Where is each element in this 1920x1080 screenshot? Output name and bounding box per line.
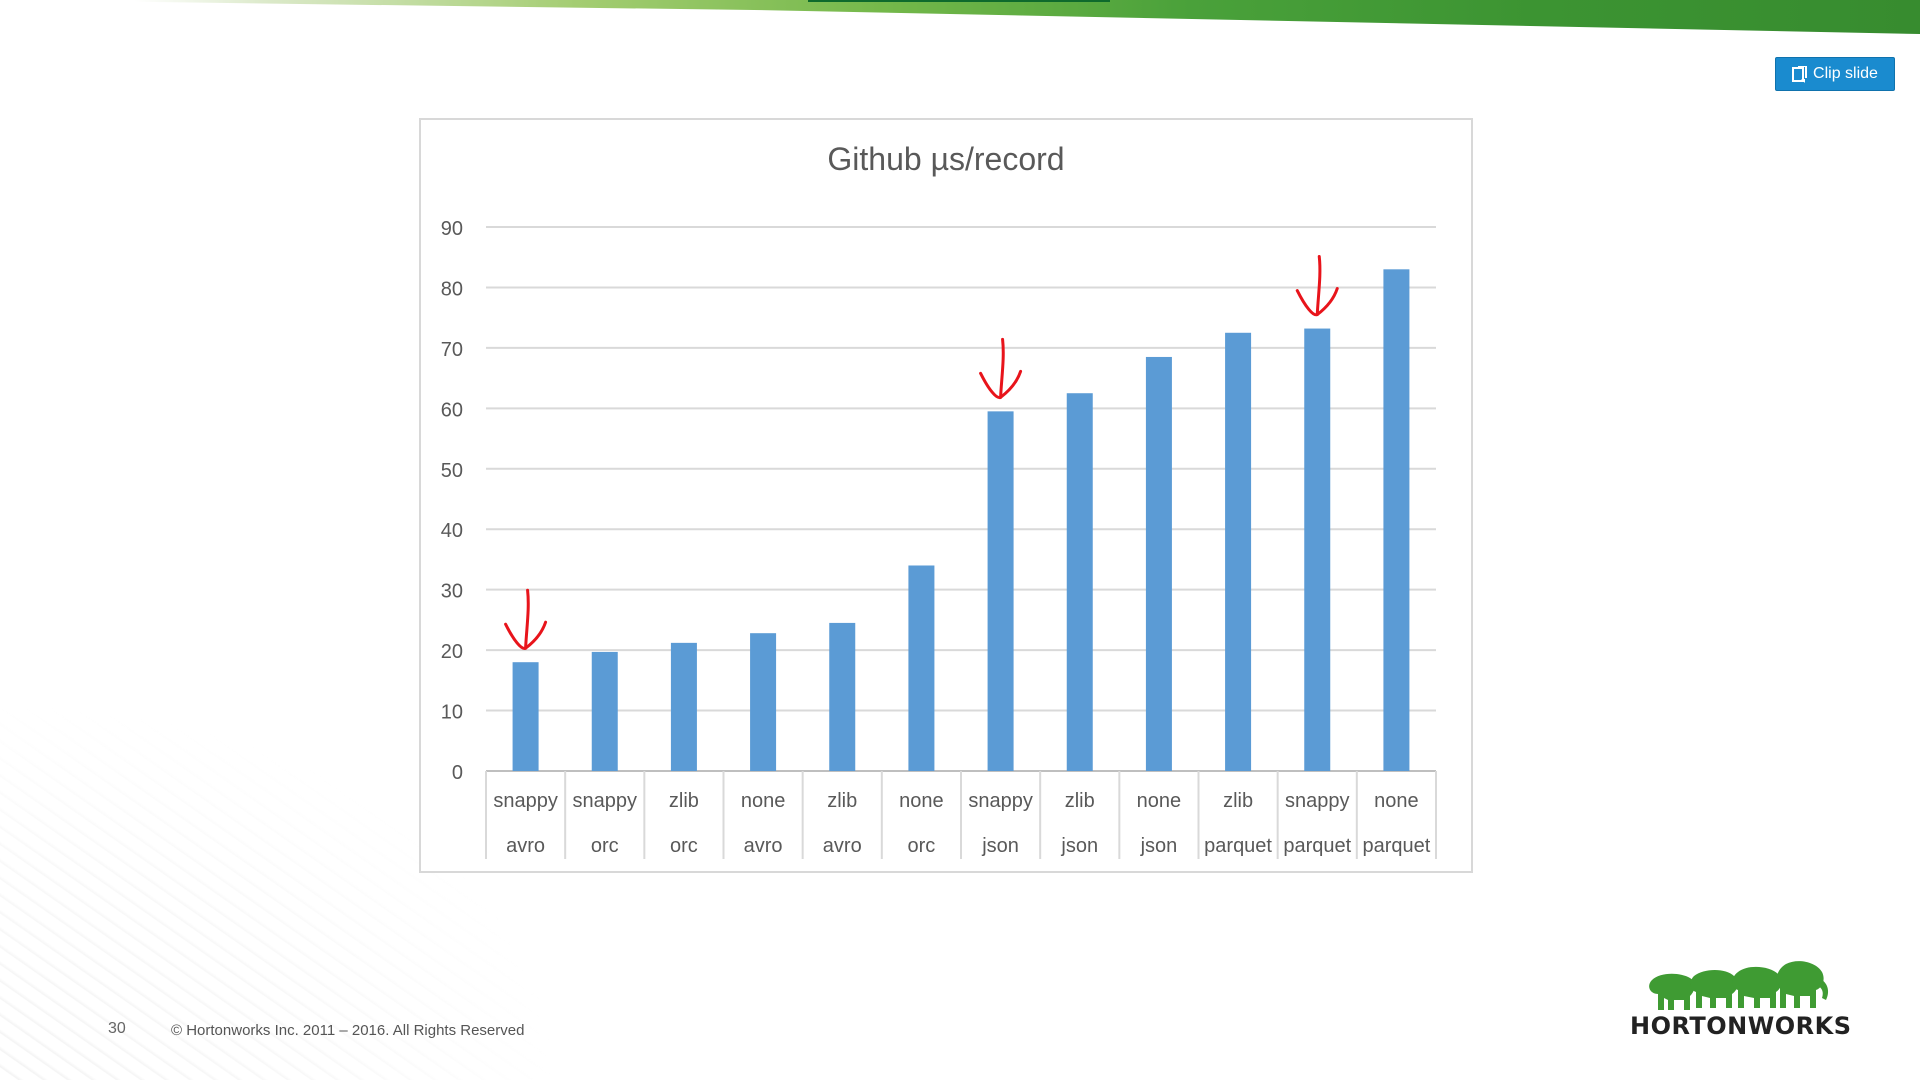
y-tick-label: 20: [441, 641, 463, 663]
bar: [1145, 356, 1172, 771]
x-tick-label-line2: avro: [506, 835, 545, 857]
bar: [908, 565, 935, 771]
bar: [670, 642, 697, 771]
x-tick-label-line1: snappy: [1285, 790, 1350, 812]
chart-frame: Github µs/record 0 10 20 30 40 50 60 70 80 90 snapp…: [419, 118, 1473, 873]
bar: [750, 633, 777, 771]
bar: [591, 651, 618, 771]
x-tick-label-line1: zlib: [1065, 790, 1095, 812]
page-number: 30: [108, 1020, 126, 1037]
x-tick-label-line2: parquet: [1283, 835, 1351, 857]
x-tick-label-line2: avro: [744, 835, 783, 857]
hortonworks-elephants-logo: [1649, 961, 1829, 1010]
bar: [987, 411, 1014, 771]
header-green-band: [0, 0, 1920, 34]
y-tick-label: 70: [441, 339, 463, 361]
x-tick-label-line1: none: [741, 790, 786, 812]
chart-title: Github µs/record: [827, 141, 1064, 177]
x-tick-label-line2: parquet: [1362, 835, 1430, 857]
clip-slide-icon: [1792, 65, 1808, 83]
x-tick-label-line2: json: [981, 835, 1019, 857]
x-tick-label-line1: none: [1374, 790, 1419, 812]
x-tick-label-line2: json: [1060, 835, 1098, 857]
bar: [1225, 332, 1252, 771]
bar-chart: Github µs/record 0 10 20 30 40 50 60 70 80 90 snapp…: [441, 141, 1437, 859]
y-tick-label: 80: [441, 278, 463, 300]
annotation-arrow: [504, 588, 548, 650]
hortonworks-logo: HORTONWORKS: [1630, 958, 1852, 1040]
y-tick-label: 30: [441, 581, 463, 603]
annotation-arrow: [979, 337, 1023, 400]
y-tick-label: 0: [452, 762, 463, 784]
x-tick-label-line1: snappy: [493, 790, 558, 812]
x-tick-label-line2: avro: [823, 835, 862, 857]
copyright-text: © Hortonworks Inc. 2011 – 2016. All Righ…: [171, 1022, 525, 1039]
x-tick-label-line2: parquet: [1204, 835, 1272, 857]
x-tick-label-line1: none: [899, 790, 944, 812]
x-tick-label-line1: snappy: [968, 790, 1032, 812]
y-tick-label: 60: [441, 399, 463, 421]
x-tick-label-line1: snappy: [573, 790, 638, 812]
bar: [1304, 328, 1331, 771]
y-tick-label: 90: [441, 218, 463, 240]
x-tick-label-line2: orc: [670, 835, 698, 857]
bar: [512, 662, 539, 771]
clip-slide-label: Clip slide: [1813, 65, 1878, 82]
y-tick-label: 10: [441, 702, 463, 724]
x-tick-label-line1: none: [1137, 790, 1182, 812]
x-tick-label-line2: json: [1140, 835, 1178, 857]
x-tick-label-line2: orc: [591, 835, 619, 857]
bar: [829, 622, 856, 771]
bar: [1383, 269, 1410, 771]
x-tick-label-line1: zlib: [1223, 790, 1253, 812]
clip-slide-button[interactable]: Clip slide: [1775, 57, 1895, 91]
annotation-arrow: [1295, 255, 1339, 317]
logo-wordmark: HORTONWORKS: [1630, 1012, 1852, 1040]
x-tick-label-line1: zlib: [827, 790, 857, 812]
x-tick-label-line1: zlib: [669, 790, 699, 812]
bar: [1066, 393, 1093, 771]
header-accent-line: [808, 0, 1110, 2]
x-tick-label-line2: orc: [908, 835, 936, 857]
y-tick-label: 40: [441, 520, 463, 542]
y-tick-label: 50: [441, 460, 463, 482]
